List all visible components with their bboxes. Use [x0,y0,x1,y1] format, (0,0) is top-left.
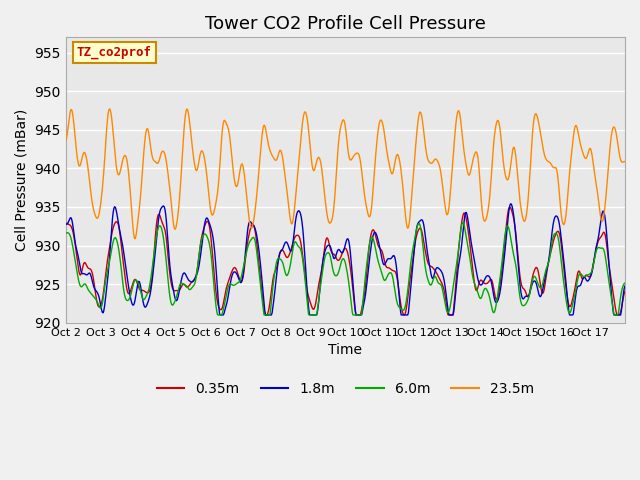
Y-axis label: Cell Pressure (mBar): Cell Pressure (mBar) [15,109,29,251]
Text: TZ_co2prof: TZ_co2prof [77,46,152,59]
Legend: 0.35m, 1.8m, 6.0m, 23.5m: 0.35m, 1.8m, 6.0m, 23.5m [151,376,540,401]
X-axis label: Time: Time [328,343,362,357]
Title: Tower CO2 Profile Cell Pressure: Tower CO2 Profile Cell Pressure [205,15,486,33]
